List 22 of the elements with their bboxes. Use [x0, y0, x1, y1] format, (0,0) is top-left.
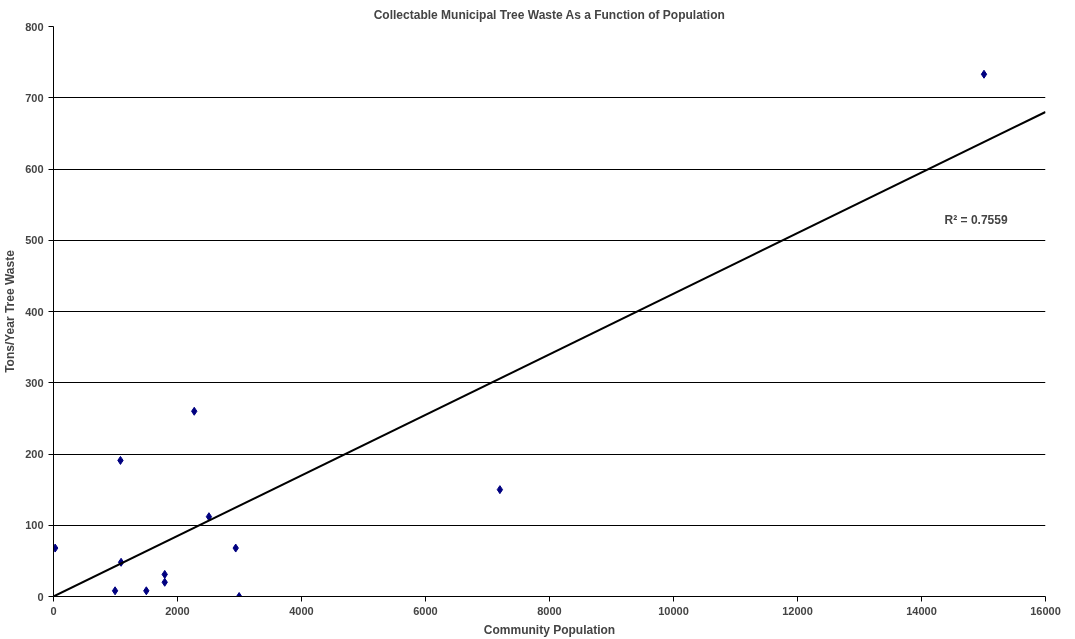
y-tick-label: 800 — [25, 20, 44, 33]
y-tick-label: 200 — [25, 448, 44, 460]
x-tick-label: 6000 — [413, 604, 438, 617]
x-tick-label: 10000 — [658, 604, 689, 617]
chart-title: Collectable Municipal Tree Waste As a Function of Population — [373, 7, 725, 22]
y-tick-label: 100 — [25, 519, 44, 532]
y-tick-label: 700 — [25, 91, 44, 104]
y-tick-label: 600 — [25, 163, 44, 175]
annotation: R² = 0.7559 — [944, 213, 1008, 228]
y-tick-label: 500 — [25, 234, 44, 247]
x-axis-title: Community Population — [483, 622, 616, 637]
x-tick-label: 8000 — [537, 604, 562, 617]
x-tick-label: 4000 — [289, 604, 314, 617]
x-tick-label: 14000 — [906, 604, 937, 617]
y-axis-title: Tons/Year Tree Waste — [3, 249, 18, 373]
x-tick-label: 0 — [50, 604, 57, 617]
x-tick-label: 12000 — [782, 604, 813, 617]
y-tick-label: 400 — [25, 305, 44, 318]
x-tick-label: 16000 — [1030, 604, 1061, 617]
x-tick-label: 2000 — [165, 604, 190, 617]
y-tick-label: 300 — [25, 376, 44, 389]
y-tick-label: 0 — [37, 590, 44, 603]
